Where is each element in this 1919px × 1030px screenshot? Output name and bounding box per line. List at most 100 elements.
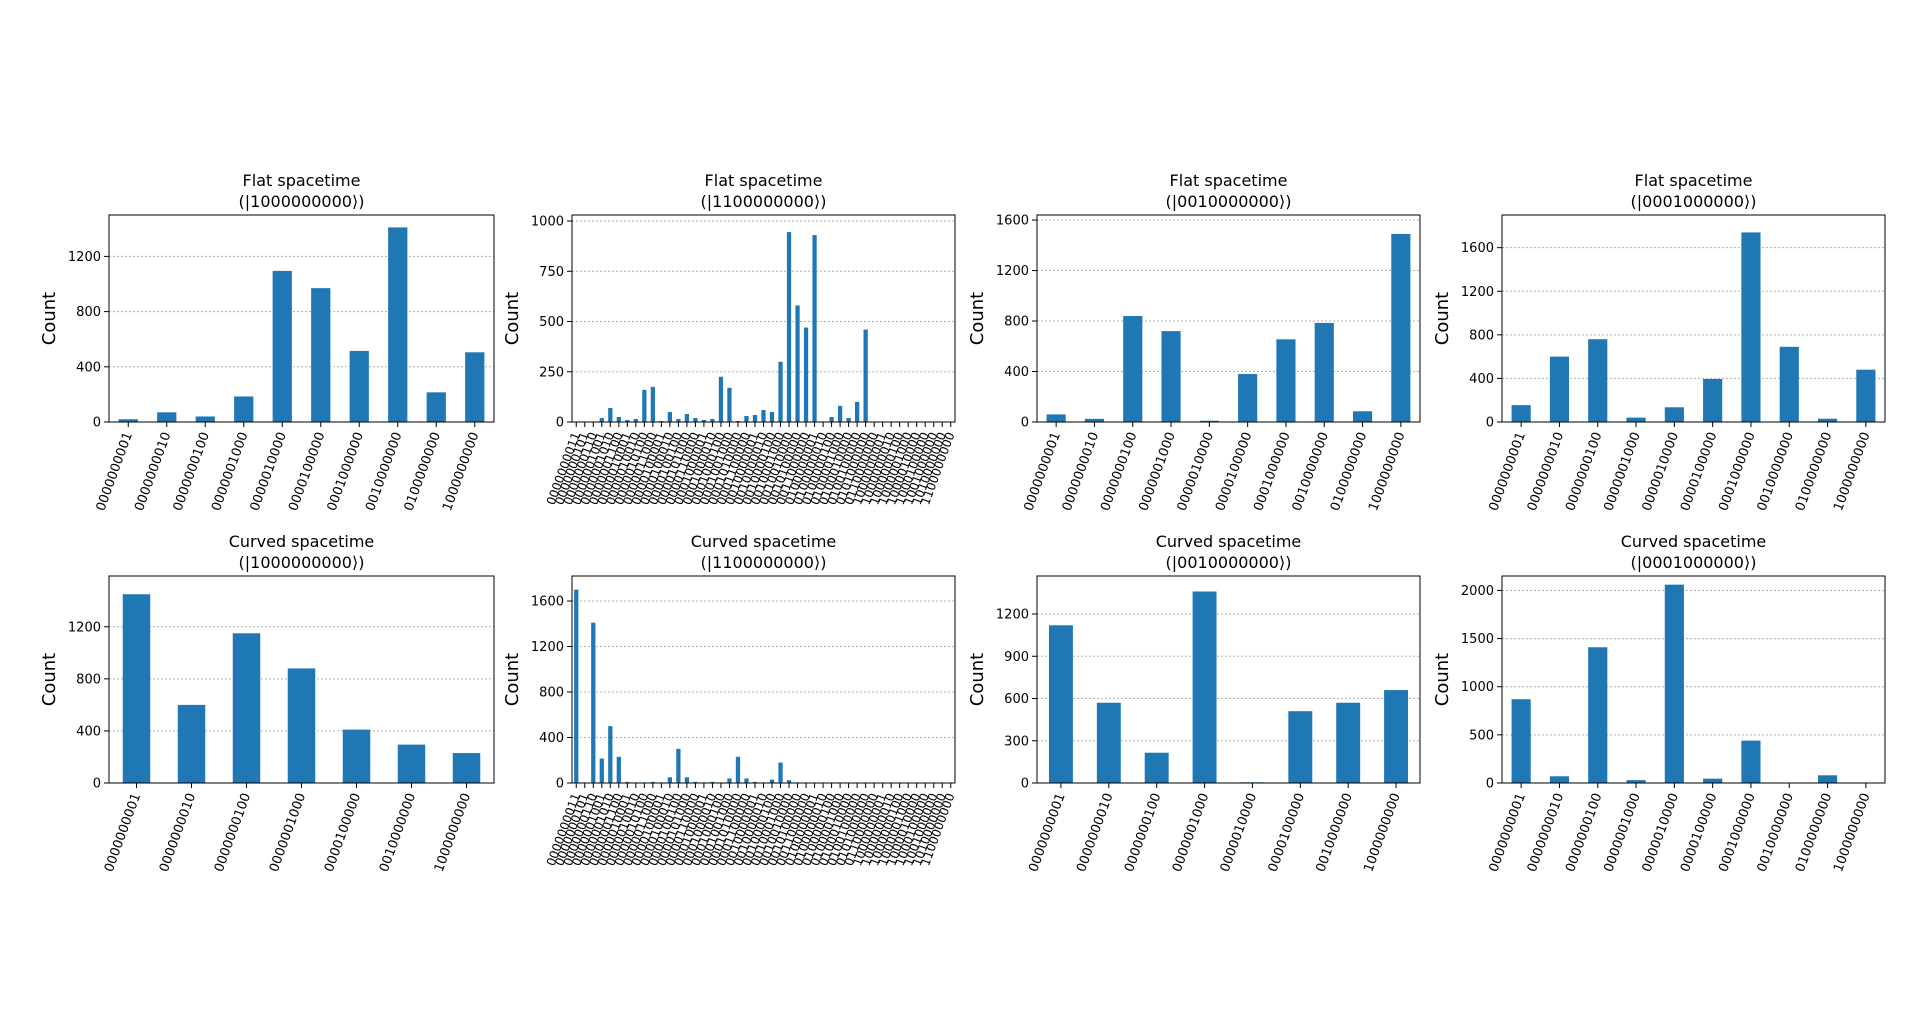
bar-0001001000 — [727, 387, 732, 422]
bar-0000010000 — [272, 270, 292, 422]
x-tick-label: 0000000010 — [157, 791, 199, 874]
bar-0001000000 — [1276, 339, 1296, 422]
chart-panel-5: 0 400 800 1200 0000000001 0000000010 000000010… — [39, 532, 495, 874]
bar-0000010000 — [1664, 584, 1684, 783]
bar-0100010000 — [846, 417, 851, 422]
y-axis-label: Count — [39, 653, 60, 706]
x-tick-label: 0000100000 — [322, 791, 364, 874]
bar-0000001100 — [616, 416, 621, 422]
chart-title: Curved spacetime — [229, 532, 375, 551]
bar-0010010000 — [786, 232, 792, 422]
bar-0000001000 — [1626, 780, 1646, 783]
bar-0000001000 — [1626, 417, 1646, 422]
bar-0001010000 — [735, 756, 741, 783]
x-tick-label: 0001000000 — [325, 430, 367, 513]
x-tick-label: 0000000010 — [1525, 791, 1567, 874]
bar-0001000000 — [1741, 232, 1761, 422]
bar-0000000010 — [1549, 356, 1570, 422]
y-tick-label: 1200 — [531, 640, 564, 655]
bar-0000000010 — [157, 412, 177, 422]
y-tick-label: 1600 — [996, 214, 1029, 229]
axes-frame — [1036, 575, 1421, 784]
x-tick-label: 0000000001 — [1487, 430, 1529, 513]
x-tick-label: 0100000000 — [402, 430, 444, 513]
bar-0000010001 — [625, 781, 630, 783]
chart-subtitle: (|0010000000⟩) — [1166, 553, 1292, 572]
y-tick-label: 1600 — [531, 595, 564, 610]
y-tick-label: 0 — [1021, 777, 1029, 792]
x-tick-label: 0000100000 — [1213, 430, 1255, 513]
x-tick-label: 0000000100 — [1098, 430, 1140, 513]
x-tick-label: 1000000000 — [432, 791, 474, 874]
x-tick-label: 0000010000 — [1640, 430, 1682, 513]
x-tick-label: 0000000001 — [1022, 430, 1064, 513]
bar-0000100100 — [676, 418, 681, 422]
bar-0001000000 — [349, 350, 369, 422]
x-tick-label: 1000000000 — [1831, 430, 1873, 513]
y-tick-label: 0 — [1021, 416, 1029, 431]
chart-panel-1: 0 400 800 1200 00000000010000000010000000010… — [39, 171, 495, 513]
bar-0000110000 — [693, 781, 698, 783]
bar-0000100100 — [676, 748, 681, 783]
chart-title: Curved spacetime — [1621, 532, 1767, 551]
x-tick-label: 0000000001 — [102, 791, 144, 874]
bar-0000000001 — [1048, 625, 1073, 783]
y-tick-label: 250 — [539, 365, 564, 380]
bar-1000000000 — [465, 352, 485, 422]
x-tick-label: 0000000010 — [1060, 430, 1102, 513]
x-tick-label: 0000000100 — [1563, 791, 1605, 874]
x-tick-label: 0010000000 — [1755, 791, 1797, 874]
bar-0000100000 — [1238, 374, 1258, 422]
x-tick-label: 1000000000 — [440, 430, 482, 513]
bar-0001000010 — [710, 781, 715, 783]
x-tick-label: 0010000000 — [1290, 430, 1332, 513]
bar-0000000001 — [118, 419, 138, 422]
y-tick-label: 1600 — [1461, 241, 1494, 256]
bar-0001001000 — [727, 778, 732, 783]
y-tick-label: 750 — [539, 265, 564, 280]
bar-0000000100 — [232, 633, 261, 783]
bar-0010000000 — [1779, 346, 1799, 422]
x-tick-label: 0100000000 — [1793, 791, 1835, 874]
chart-panel-8: 0500100015002000000000000100000000100000… — [1432, 532, 1886, 874]
x-tick-label: 0000000010 — [1074, 791, 1116, 874]
chart-title: Flat spacetime — [705, 171, 823, 190]
x-tick-label: 0000001000 — [1170, 791, 1212, 874]
y-axis-label: Count — [967, 653, 988, 706]
bar-0000010010 — [633, 418, 638, 422]
y-tick-label: 1200 — [996, 264, 1029, 279]
axes-frame — [1036, 214, 1421, 423]
bar-0000101000 — [684, 413, 690, 422]
axes-frame — [108, 575, 495, 784]
bar-0000100001 — [659, 420, 664, 422]
axes-frame — [1501, 575, 1886, 784]
y-tick-label: 2000 — [1461, 584, 1494, 599]
chart-title: Curved spacetime — [1156, 532, 1302, 551]
bar-0000001001 — [599, 417, 604, 422]
bar-0000001010 — [608, 407, 613, 422]
x-tick-label: 0000010000 — [1175, 430, 1217, 513]
chart-panel-4: 0400800120016000000000001000000001000000… — [1432, 171, 1886, 513]
x-tick-label: 0010000000 — [377, 791, 419, 874]
bar-0000000100 — [1588, 647, 1608, 783]
bar-0000100000 — [1703, 378, 1723, 422]
y-axis-label: Count — [1432, 653, 1453, 706]
bar-0000100000 — [1703, 778, 1723, 783]
bar-0100000000 — [426, 392, 446, 422]
bar-0001100000 — [744, 415, 749, 422]
y-tick-label: 400 — [76, 360, 101, 375]
x-tick-label: 0000001000 — [267, 791, 309, 874]
bar-0010000001 — [752, 781, 758, 783]
bar-0000100010 — [667, 777, 673, 783]
bar-0100000000 — [1352, 411, 1373, 422]
bar-0000000010 — [177, 704, 206, 783]
bar-1000000000 — [1384, 690, 1409, 783]
bar-0010000100 — [769, 779, 775, 783]
bar-0010010000 — [786, 780, 792, 783]
x-tick-label: 0000001000 — [1136, 430, 1178, 513]
chart-subtitle: (|1100000000⟩) — [701, 192, 827, 211]
bar-0000010000 — [1199, 420, 1219, 422]
chart-title: Flat spacetime — [243, 171, 361, 190]
bar-0000100000 — [1288, 711, 1313, 783]
bar-0100001000 — [837, 405, 843, 422]
